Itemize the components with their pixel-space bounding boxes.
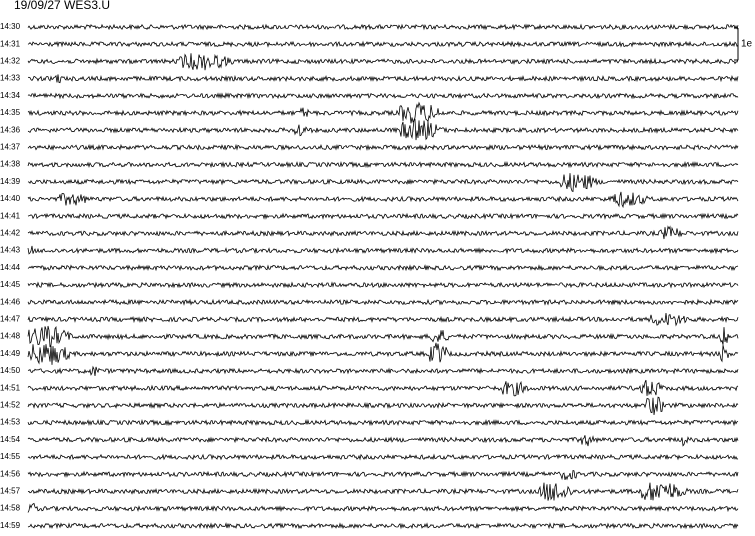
seismic-trace: [27, 74, 739, 84]
row-time-label: 14:49: [0, 349, 21, 358]
seismic-trace: [27, 453, 739, 461]
seismic-trace: [27, 264, 739, 272]
row-time-label: 14:43: [0, 246, 21, 255]
row-time-label: 14:32: [0, 57, 21, 66]
row-time-label: 14:47: [0, 315, 21, 324]
row-time-label: 14:57: [0, 487, 21, 496]
seismic-trace: [27, 522, 739, 530]
row-time-label: 14:30: [0, 22, 21, 31]
row-time-label: 14:54: [0, 435, 21, 444]
seismic-trace: [27, 342, 739, 365]
scale-label: 1e: [741, 39, 753, 50]
title: 19/09/27 WES3.U: [14, 0, 110, 12]
seismic-trace: [27, 143, 739, 152]
seismic-trace: [27, 101, 739, 124]
row-time-label: 14:51: [0, 383, 21, 392]
row-time-label: 14:55: [0, 452, 21, 461]
row-time-label: 14:31: [0, 39, 21, 48]
row-time-label: 14:58: [0, 504, 21, 513]
seismic-trace: [27, 173, 739, 193]
seismic-trace: [27, 396, 739, 416]
row-time-label: 14:45: [0, 280, 21, 289]
row-time-label: 14:59: [0, 521, 21, 530]
row-time-label: 14:42: [0, 229, 21, 238]
row-time-label: 14:50: [0, 366, 21, 375]
row-time-label: 14:35: [0, 108, 21, 117]
seismic-trace: [27, 225, 739, 240]
seismic-trace: [27, 92, 739, 100]
row-time-label: 14:39: [0, 177, 21, 186]
seismic-trace: [27, 502, 739, 513]
seismic-trace: [27, 418, 739, 427]
seismic-trace: [27, 281, 739, 289]
seismic-trace: [27, 325, 739, 348]
seismic-trace: [27, 160, 739, 169]
row-time-label: 14:53: [0, 418, 21, 427]
seismic-trace: [27, 191, 739, 209]
row-time-label: 14:38: [0, 160, 21, 169]
seismic-trace: [27, 379, 739, 397]
seismic-trace: [27, 23, 739, 31]
seismic-trace: [27, 212, 739, 220]
row-time-label: 14:41: [0, 211, 21, 220]
seismic-trace: [27, 365, 739, 376]
row-time-label: 14:33: [0, 74, 21, 83]
row-time-label: 14:48: [0, 332, 21, 341]
seismic-trace: [27, 435, 739, 447]
seismic-trace: [27, 53, 739, 71]
seismic-trace: [27, 469, 739, 481]
seismic-trace: [27, 313, 739, 327]
row-time-label: 14:36: [0, 125, 21, 134]
seismic-trace: [27, 245, 739, 255]
row-time-label: 14:46: [0, 297, 21, 306]
seismic-trace: [27, 40, 739, 48]
row-time-label: 14:44: [0, 263, 21, 272]
row-time-label: 14:34: [0, 91, 21, 100]
row-time-label: 14:40: [0, 194, 21, 203]
seismic-trace: [27, 298, 739, 306]
row-time-label: 14:37: [0, 143, 21, 152]
seismic-trace: [27, 118, 739, 141]
seismic-trace: [27, 482, 739, 501]
row-time-label: 14:56: [0, 469, 21, 478]
row-time-label: 14:52: [0, 401, 21, 410]
